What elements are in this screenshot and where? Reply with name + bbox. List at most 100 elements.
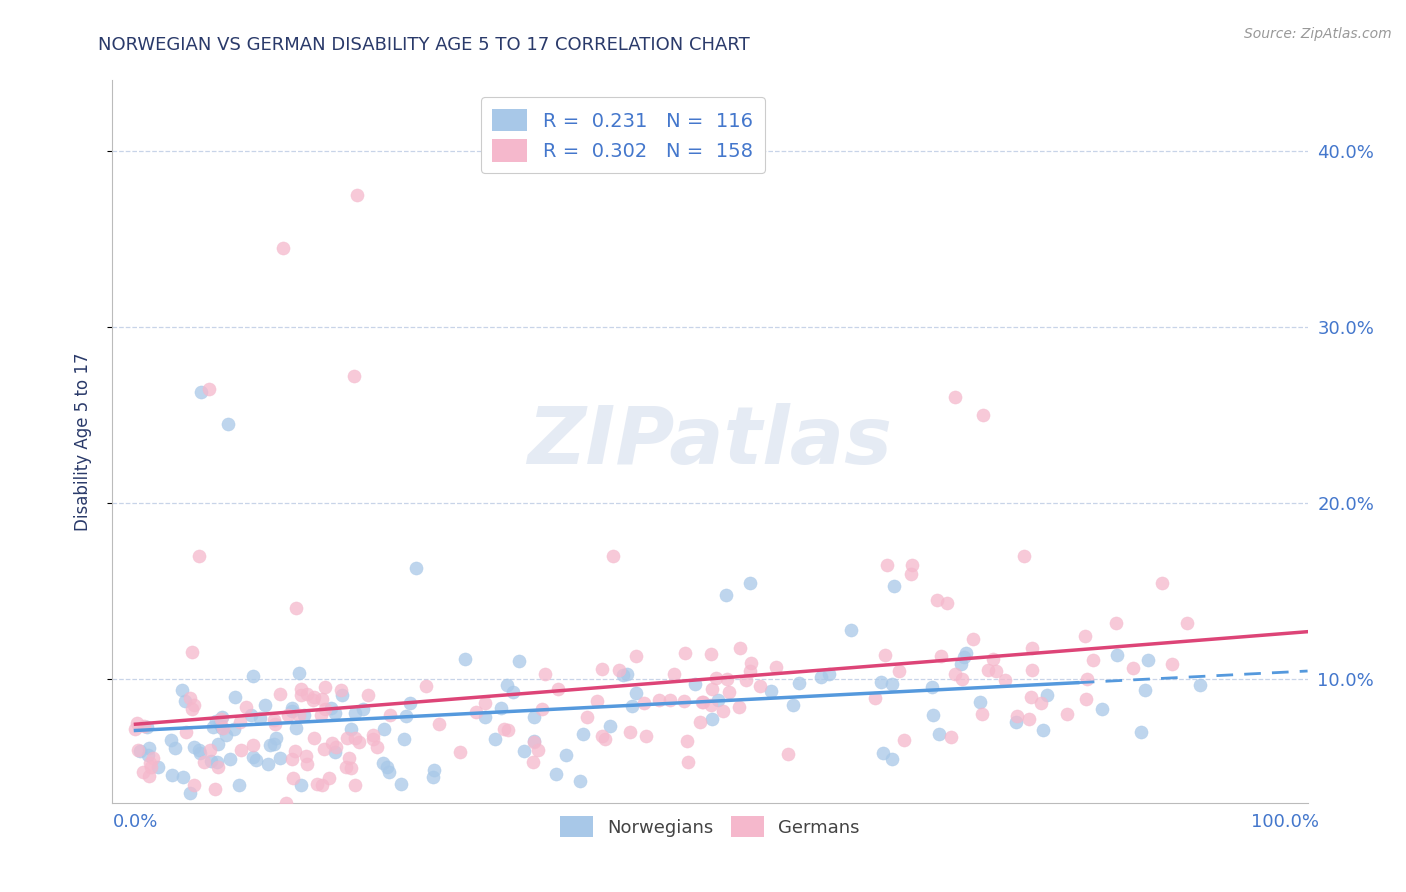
Germans [591, 662, 613, 676]
Germans [527, 743, 550, 757]
Germans [264, 717, 287, 731]
Germans [285, 600, 308, 615]
Norwegians [395, 708, 418, 723]
Germans [378, 708, 401, 723]
Germans [325, 739, 347, 754]
Norwegians [190, 385, 212, 400]
Text: NORWEGIAN VS GERMAN DISABILITY AGE 5 TO 17 CORRELATION CHART: NORWEGIAN VS GERMAN DISABILITY AGE 5 TO … [98, 36, 751, 54]
Norwegians [1091, 702, 1114, 716]
Norwegians [716, 588, 738, 602]
Germans [132, 764, 155, 779]
Germans [619, 725, 641, 739]
Norwegians [239, 708, 262, 723]
Norwegians [344, 706, 367, 720]
Y-axis label: Disability Age 5 to 17: Disability Age 5 to 17 [73, 352, 91, 531]
Norwegians [495, 678, 517, 692]
Norwegians [880, 677, 903, 691]
Norwegians [1189, 678, 1212, 692]
Norwegians [209, 716, 232, 731]
Germans [593, 731, 616, 746]
Norwegians [405, 561, 427, 575]
Norwegians [188, 747, 211, 761]
Germans [181, 701, 204, 715]
Germans [1150, 575, 1173, 590]
Germans [1021, 663, 1043, 677]
Norwegians [818, 667, 841, 681]
Germans [271, 241, 294, 255]
Norwegians [392, 731, 415, 746]
Norwegians [211, 721, 233, 735]
Germans [1031, 696, 1053, 710]
Germans [314, 702, 336, 716]
Germans [139, 759, 162, 773]
Norwegians [281, 704, 304, 718]
Germans [927, 592, 949, 607]
Norwegians [179, 786, 201, 800]
Norwegians [352, 701, 374, 715]
Germans [676, 733, 699, 747]
Germans [361, 731, 384, 746]
Norwegians [523, 710, 546, 724]
Germans [337, 751, 360, 765]
Germans [124, 722, 146, 736]
Norwegians [174, 694, 197, 708]
Norwegians [423, 763, 446, 777]
Norwegians [207, 756, 229, 770]
Germans [204, 781, 226, 796]
Norwegians [330, 688, 353, 702]
Norwegians [138, 740, 160, 755]
Germans [188, 549, 211, 563]
Germans [970, 706, 993, 721]
Germans [727, 699, 749, 714]
Germans [673, 646, 696, 660]
Norwegians [207, 737, 229, 751]
Germans [211, 721, 233, 735]
Germans [139, 756, 162, 771]
Germans [235, 699, 257, 714]
Norwegians [508, 654, 530, 668]
Germans [228, 714, 250, 729]
Norwegians [1032, 723, 1054, 738]
Norwegians [870, 674, 893, 689]
Germans [648, 693, 671, 707]
Text: ZIPatlas: ZIPatlas [527, 402, 893, 481]
Norwegians [128, 744, 150, 758]
Germans [900, 566, 922, 581]
Germans [494, 722, 516, 736]
Germans [994, 673, 1017, 687]
Germans [873, 648, 896, 662]
Norwegians [883, 579, 905, 593]
Norwegians [872, 746, 894, 760]
Norwegians [264, 731, 287, 745]
Norwegians [281, 701, 304, 715]
Norwegians [211, 710, 233, 724]
Germans [335, 760, 357, 774]
Germans [1007, 709, 1029, 723]
Norwegians [249, 711, 271, 725]
Norwegians [523, 733, 546, 747]
Germans [778, 747, 800, 761]
Germans [294, 749, 316, 764]
Germans [530, 702, 553, 716]
Germans [132, 719, 155, 733]
Germans [1056, 707, 1078, 722]
Germans [295, 757, 318, 772]
Germans [690, 695, 713, 709]
Germans [936, 596, 959, 610]
Norwegians [224, 722, 246, 736]
Norwegians [323, 745, 346, 759]
Germans [950, 673, 973, 687]
Norwegians [953, 650, 976, 665]
Norwegians [810, 670, 832, 684]
Germans [340, 761, 363, 775]
Germans [344, 778, 367, 792]
Norwegians [389, 777, 412, 791]
Norwegians [502, 684, 524, 698]
Germans [718, 685, 741, 699]
Norwegians [489, 700, 512, 714]
Germans [929, 649, 952, 664]
Germans [522, 756, 544, 770]
Norwegians [257, 757, 280, 772]
Norwegians [1036, 688, 1059, 702]
Norwegians [839, 624, 862, 638]
